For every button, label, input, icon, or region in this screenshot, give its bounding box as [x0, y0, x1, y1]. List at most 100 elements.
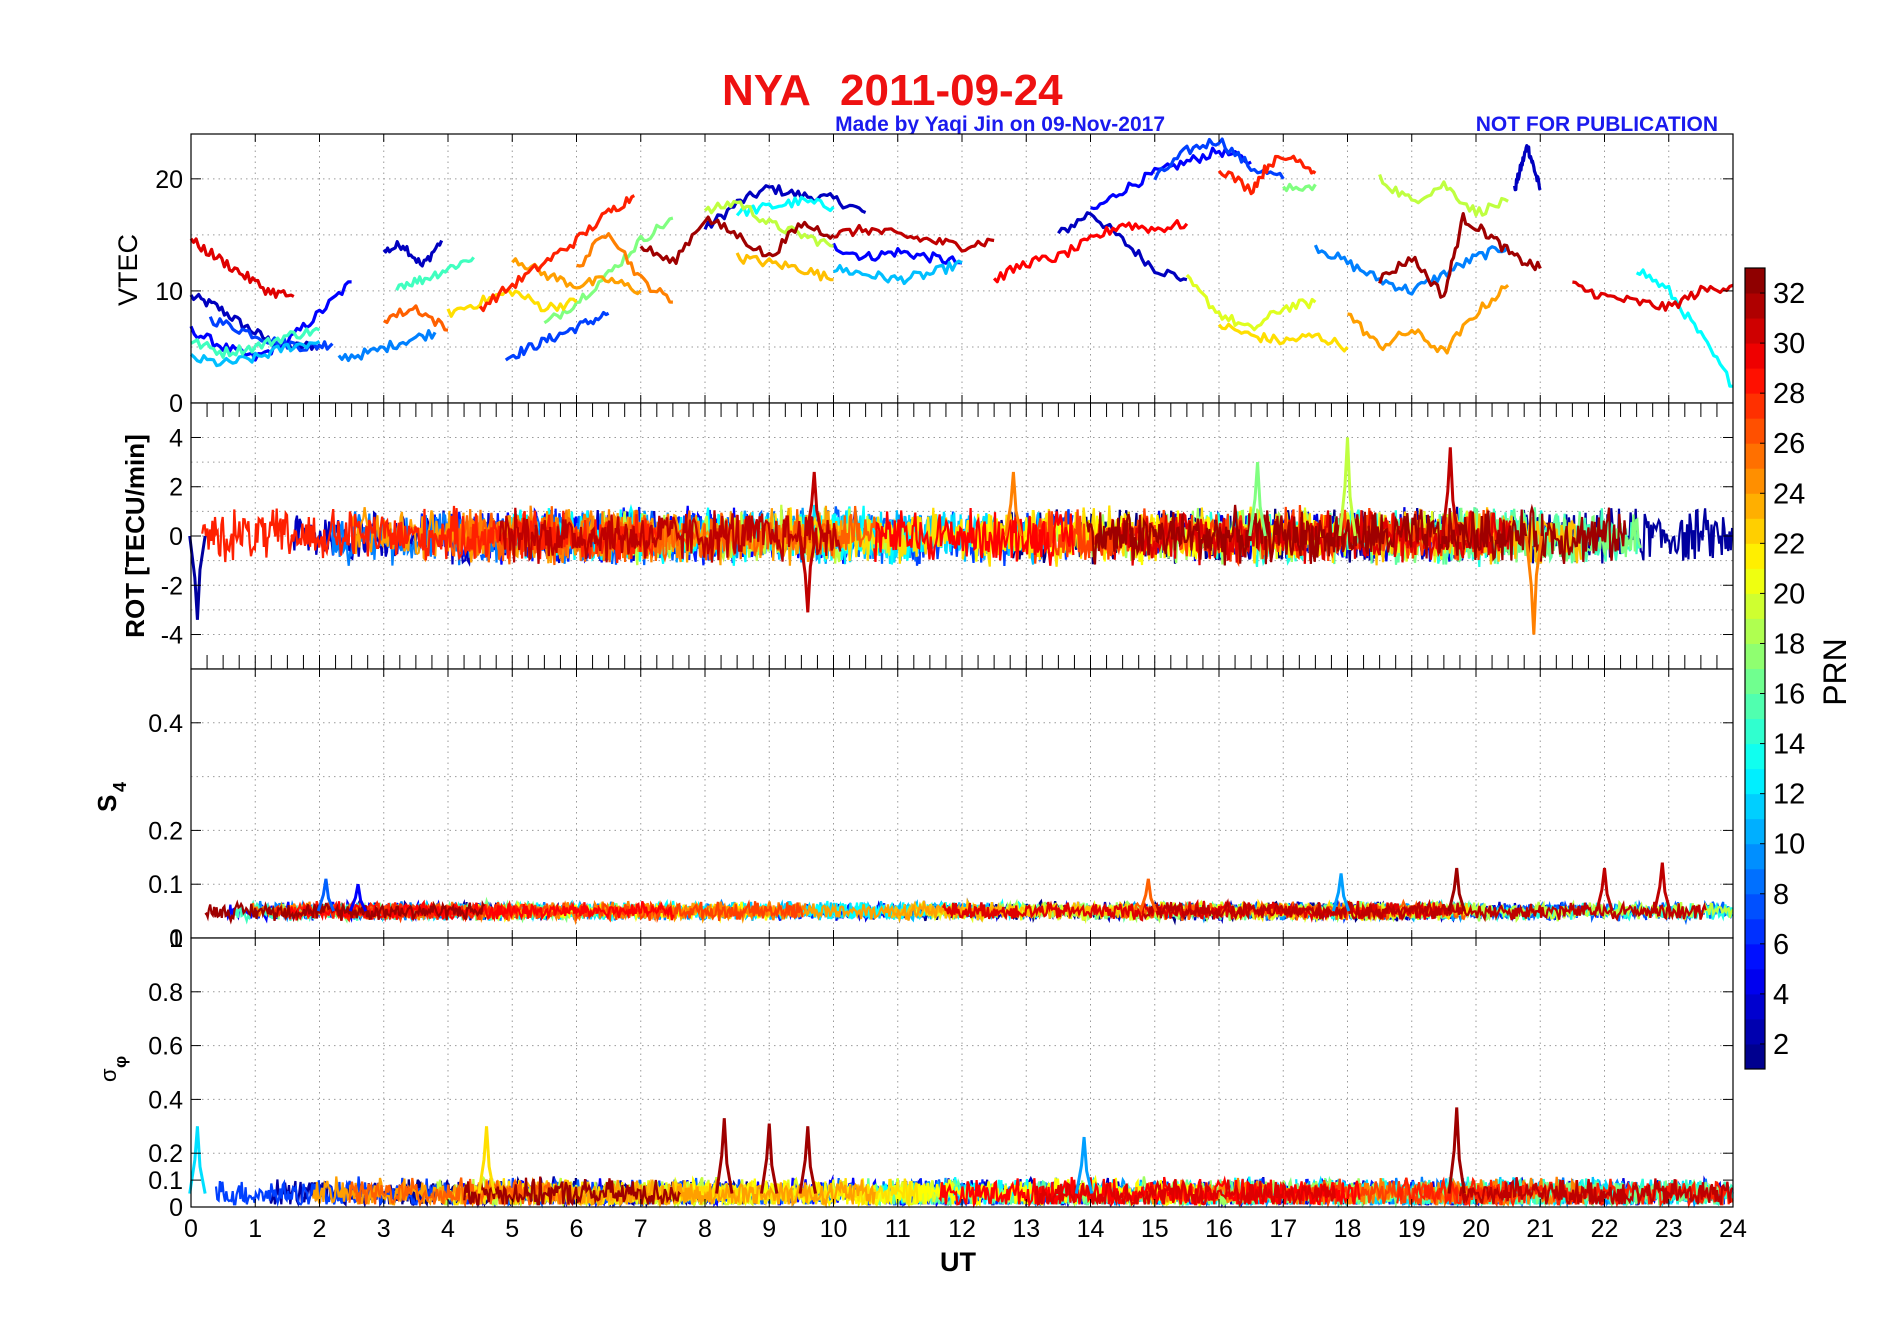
colorbar-band [1745, 368, 1765, 394]
colorbar-band [1745, 918, 1765, 945]
x-tick-label: 13 [1012, 1215, 1040, 1243]
x-tick-label: 19 [1398, 1215, 1426, 1243]
credit-text: Made by Yaqi Jin on 09-Nov-2017 [835, 113, 1165, 136]
colorbar-band [1745, 593, 1765, 619]
colorbar-band [1745, 743, 1765, 770]
colorbar-tick-label: 32 [1773, 278, 1805, 310]
rot-peak-prn-25 [1004, 471, 1023, 537]
sigma_phi-peak-prn-10 [1074, 1136, 1094, 1194]
vtec-series-prn-24 [1347, 284, 1510, 355]
colorbar-tick-label: 28 [1773, 378, 1805, 410]
vtec-series-prn-32 [1378, 212, 1542, 299]
colorbar-band [1745, 443, 1765, 469]
rot-trace-prn-29 [873, 507, 1075, 566]
x-tick-label: 2 [313, 1215, 327, 1243]
colorbar-tick-label: 24 [1773, 478, 1805, 510]
x-tick-label: 23 [1655, 1215, 1683, 1243]
sigma-phi-panel: 00.10.20.40.60.81 [148, 925, 1734, 1222]
sigma-phi-axis-label-sub: φ [111, 1056, 130, 1068]
sigma_phi-y-tick-label: 0.2 [148, 1140, 183, 1168]
rot-peak-prn-25 [1524, 535, 1544, 635]
vtec-series-prn-20 [1185, 273, 1317, 332]
vtec-series-prn-31 [833, 223, 995, 253]
vtec-series-prn-9 [337, 329, 437, 363]
vtec-series-prn-30 [1572, 280, 1734, 312]
sigma_phi-y-tick-label: 0.8 [148, 979, 183, 1007]
x-tick-label: 24 [1719, 1215, 1747, 1243]
vtec-series-prn-13 [1635, 268, 1734, 388]
colorbar-band [1745, 793, 1765, 820]
sigma_phi-trace-prn-25 [1134, 1176, 1585, 1208]
x-tick-label: 4 [441, 1215, 455, 1243]
x-tick-label: 0 [184, 1215, 198, 1243]
x-tick-label: 3 [377, 1215, 391, 1243]
s4-peak-prn-31 [1595, 867, 1614, 912]
x-tick-label: 8 [698, 1215, 712, 1243]
s4-peak-prn-32 [1447, 867, 1466, 912]
s4-series-group [204, 862, 1734, 926]
rot-peak-prn-31 [805, 471, 824, 537]
rot-trace-prn-32 [1086, 503, 1627, 566]
colorbar-band [1745, 518, 1765, 544]
sigma_phi-peak-prn-32 [760, 1123, 779, 1194]
x-tick-labels: 0 1 2 3 4 5 6 7 8 9 10 11 12 13 14 15 16 17 18 19 20 21 22 23 24 [184, 1215, 1747, 1243]
vtec-series-prn-3 [1513, 144, 1542, 192]
s4-trace-prn-31 [1143, 898, 1707, 923]
colorbar-tick-label: 22 [1773, 528, 1805, 560]
colorbar-tick-label: 14 [1773, 729, 1805, 761]
vtec-series-prn-32 [639, 215, 835, 265]
rot-panel: -4 -2 0 2 4 [161, 402, 1734, 670]
chart-title-station: NYA [722, 66, 811, 115]
sigma_phi-trace-prn-30 [1034, 1177, 1336, 1207]
colorbar-band [1745, 643, 1765, 669]
x-tick-label: 12 [948, 1215, 976, 1243]
sigma_phi-y-tick-label: 0 [169, 1194, 183, 1222]
vtec-axis-label: VTEC [113, 234, 143, 306]
colorbar-label: PRN [1817, 638, 1853, 706]
vtec-series-prn-5 [832, 242, 963, 265]
s4-axis-label-main: S [92, 795, 122, 812]
colorbar-band [1745, 268, 1765, 294]
sigma_phi-y-tick-label: 0.6 [148, 1033, 183, 1061]
colorbar-tick-label: 4 [1773, 979, 1789, 1011]
s4-peak-prn-5 [348, 883, 368, 912]
colorbar-band [1745, 693, 1765, 720]
s4-peak-prn-10 [1331, 873, 1351, 912]
vtec-series-prn-7 [504, 310, 610, 362]
sigma_phi-peak-prn-32 [1447, 1107, 1466, 1194]
colorbar-band [1745, 818, 1765, 845]
vtec-series-prn-15 [395, 256, 475, 292]
colorbar-band [1745, 343, 1765, 369]
x-tick-label: 1 [248, 1215, 262, 1243]
sigma_phi-trace-prn-32 [463, 1176, 681, 1207]
colorbar-band [1745, 393, 1765, 419]
vtec-series-prn-17 [543, 216, 674, 325]
vtec-series-prn-29 [992, 219, 1189, 284]
colorbar-band [1745, 1018, 1765, 1045]
vtec-series-prn-26 [383, 304, 449, 332]
panel-bg [191, 669, 1733, 938]
rot-trace-prn-28 [201, 505, 662, 564]
sigma_phi-peak-prn-22 [477, 1126, 496, 1194]
colorbar-band [1745, 543, 1765, 569]
vtec-series-prn-22 [1217, 322, 1349, 353]
rot-y-tick-label: 4 [169, 424, 183, 452]
s4-peak-prn-8 [316, 878, 336, 912]
colorbar-band [1745, 568, 1765, 594]
x-tick-label: 20 [1462, 1215, 1490, 1243]
colorbar-band [1745, 768, 1765, 795]
s4-axis-label: S 4 [92, 782, 130, 812]
colorbar-tick-label: 30 [1773, 328, 1805, 360]
colorbar-band [1745, 418, 1765, 444]
vtec-series-prn-28 [478, 194, 636, 313]
colorbar-band [1745, 318, 1765, 344]
x-tick-label: 10 [820, 1215, 848, 1243]
colorbar-band [1745, 993, 1765, 1020]
vtec-series-prn-25 [576, 232, 673, 304]
rot-series-group [188, 437, 1734, 635]
x-tick-label: 15 [1141, 1215, 1169, 1243]
s4-y-tick-label: 0.1 [148, 871, 183, 899]
vtec-series-prn-3 [1057, 211, 1188, 282]
s4-y-tick-label: 0 [169, 925, 183, 953]
